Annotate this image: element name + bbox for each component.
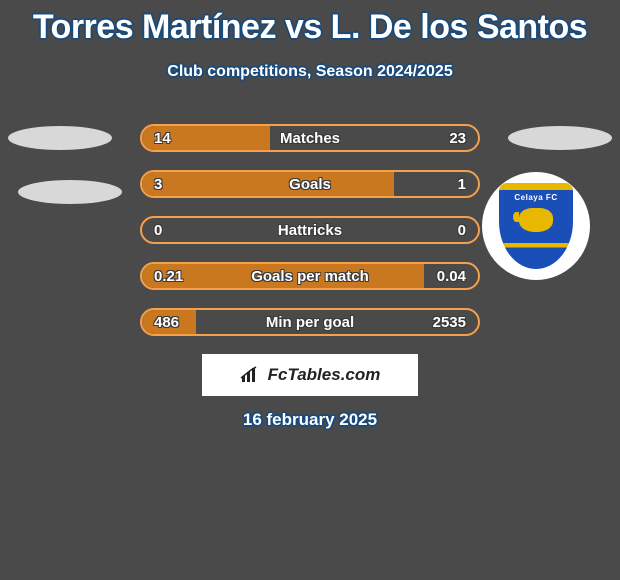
- stat-right-value: 2535: [433, 314, 466, 331]
- stat-right-value: 1: [458, 176, 466, 193]
- stats-container: 14 Matches 23 3 Goals 1 0 Hattricks 0 0.…: [140, 124, 480, 354]
- crest-circle: Celaya FC: [482, 172, 590, 280]
- stat-bar-goals: 3 Goals 1: [140, 170, 480, 198]
- chart-icon: [240, 366, 262, 384]
- fctables-logo: FcTables.com: [202, 354, 418, 396]
- logo-text: FcTables.com: [268, 365, 381, 385]
- stat-label: Min per goal: [142, 314, 478, 331]
- crest-shield: Celaya FC: [499, 183, 573, 269]
- stat-bar-hattricks: 0 Hattricks 0: [140, 216, 480, 244]
- player1-badge-oval-bottom: [18, 180, 122, 204]
- stat-label: Matches: [142, 130, 478, 147]
- stat-right-value: 0.04: [437, 268, 466, 285]
- stat-right-value: 23: [449, 130, 466, 147]
- comparison-date: 16 february 2025: [0, 410, 620, 430]
- stat-label: Goals: [142, 176, 478, 193]
- stat-label: Goals per match: [142, 268, 478, 285]
- stat-bar-matches: 14 Matches 23: [140, 124, 480, 152]
- comparison-title: Torres Martínez vs L. De los Santos: [0, 0, 620, 47]
- stat-bar-goals-per-match: 0.21 Goals per match 0.04: [140, 262, 480, 290]
- crest-text: Celaya FC: [514, 193, 557, 202]
- player2-badge-oval-top: [508, 126, 612, 150]
- stat-bar-min-per-goal: 486 Min per goal 2535: [140, 308, 480, 336]
- player2-club-crest: Celaya FC: [482, 172, 590, 280]
- player1-badge-oval-top: [8, 126, 112, 150]
- stat-right-value: 0: [458, 222, 466, 239]
- crest-bull-icon: [519, 208, 553, 232]
- comparison-subtitle: Club competitions, Season 2024/2025: [0, 63, 620, 81]
- stat-label: Hattricks: [142, 222, 478, 239]
